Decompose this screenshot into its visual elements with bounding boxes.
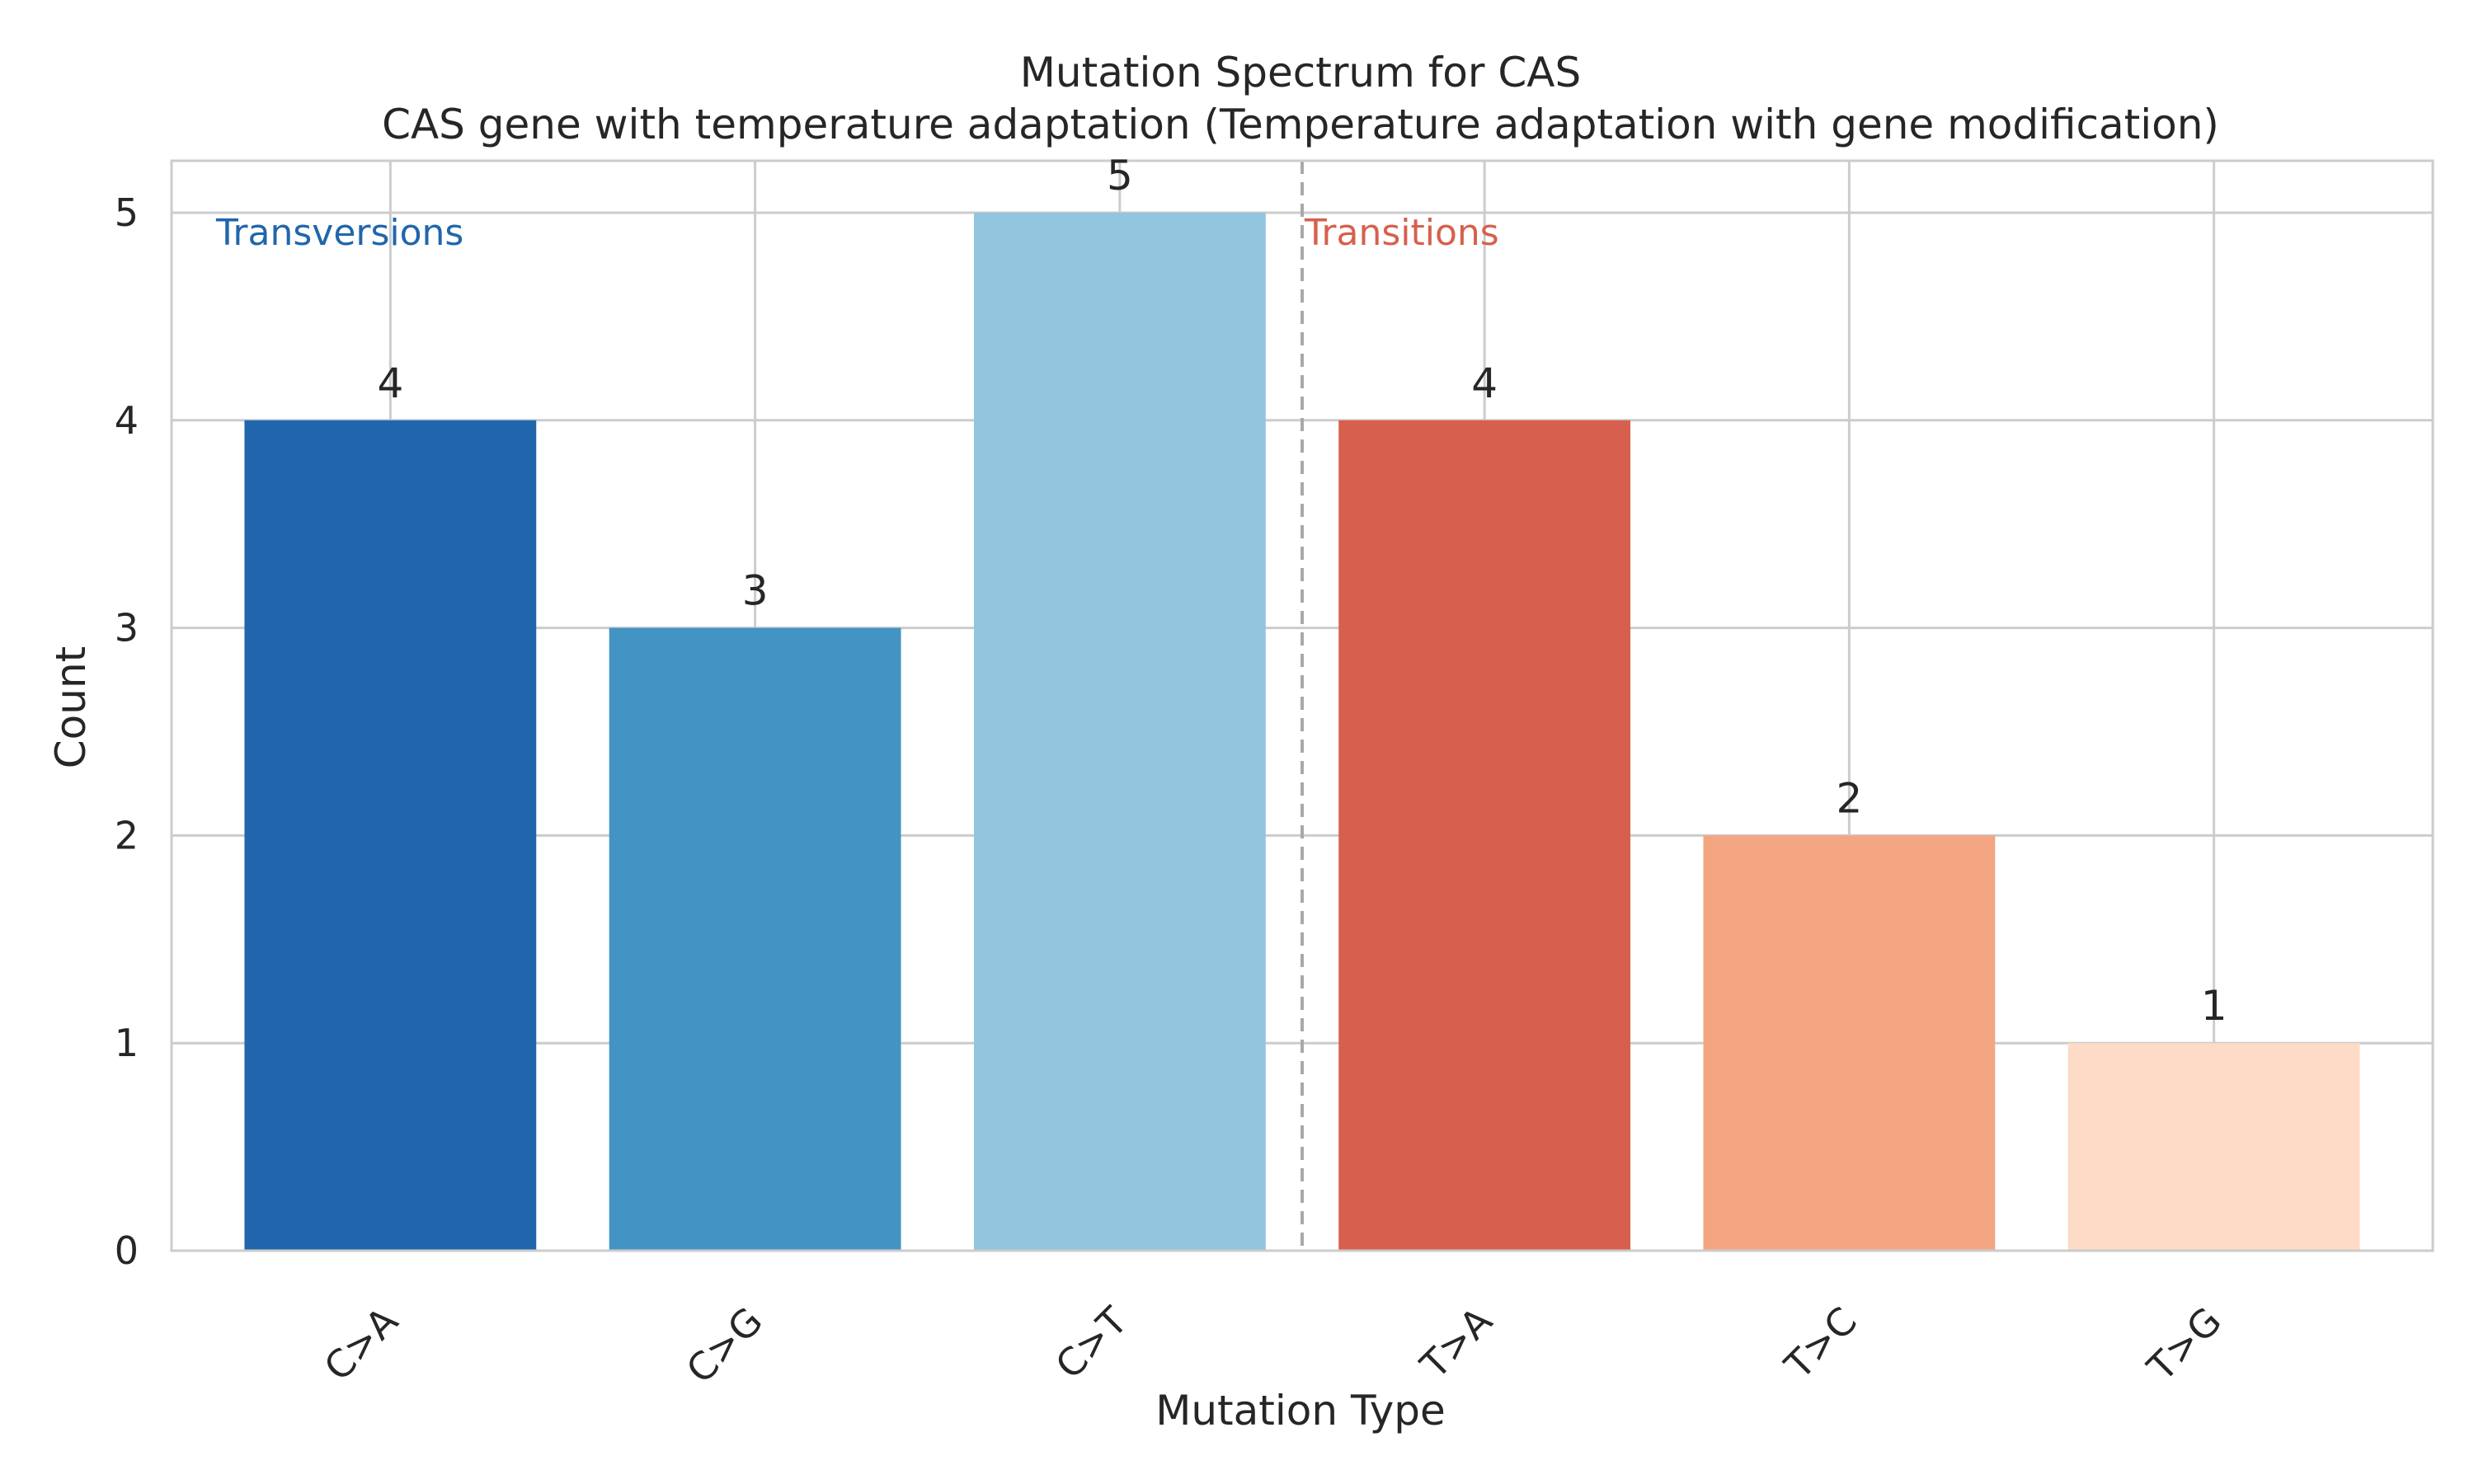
y-axis-label: Count [47, 646, 95, 769]
y-tick-label: 3 [115, 606, 139, 650]
annotation-transitions: Transitions [1304, 212, 1499, 254]
bar-ttoa [1338, 420, 1631, 1251]
y-tick-label: 0 [115, 1228, 139, 1273]
plot-frame [170, 159, 2434, 1252]
bar-value-label: 4 [1471, 359, 1498, 407]
bar-value-label: 2 [1836, 774, 1862, 822]
bar-value-label: 4 [377, 359, 403, 407]
y-tick-label: 5 [115, 190, 139, 235]
bar-value-label: 1 [2201, 982, 2227, 1030]
x-axis-label: Mutation Type [1155, 1387, 1446, 1435]
bar-value-label: 3 [742, 567, 769, 615]
bar-ttog [2067, 1043, 2360, 1251]
annotation-transversions: Transversions [215, 212, 463, 254]
bar-ttoc [1703, 835, 1996, 1251]
bar-ctog [609, 627, 901, 1251]
labels-layer: 4 3 5 4 2 1 [377, 152, 2227, 1030]
y-tick-label: 2 [115, 813, 139, 857]
bars-layer [244, 212, 2360, 1251]
y-tick-label: 4 [115, 398, 139, 443]
bar-ctoa [244, 420, 537, 1251]
bar-value-label: 5 [1107, 152, 1133, 200]
bar-ctot [973, 212, 1266, 1251]
y-tick-label: 1 [115, 1021, 139, 1065]
chart-subtitle: CAS gene with temperature adaptation (Te… [382, 101, 2219, 148]
chart-title: Mutation Spectrum for CAS [1020, 49, 1581, 96]
